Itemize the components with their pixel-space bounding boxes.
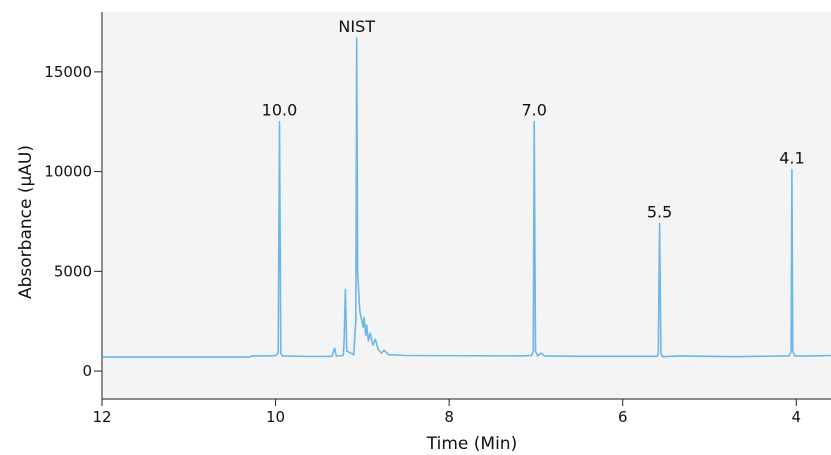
peak-label: 10.0 [262,101,298,120]
peak-label: 4.1 [779,149,804,168]
peak-label: 5.5 [647,202,672,221]
x-tick-label: 10 [266,408,285,426]
x-axis-title: Time (Min) [426,434,517,454]
x-tick-label: 12 [92,408,111,426]
peak-label: 7.0 [521,101,546,120]
y-tick-label: 15000 [44,63,92,81]
peak-label: NIST [338,17,375,36]
x-tick-label: 4 [792,408,802,426]
absorbance-trace [102,37,831,358]
peak-annotations: 10.0 NIST 7.0 5.5 4.1 [262,17,805,222]
y-tick-label: 0 [82,362,92,380]
axis-ticks: 0 5000 10000 15000 12 10 8 6 4 [44,63,801,426]
y-tick-label: 5000 [54,262,92,280]
x-tick-label: 6 [618,408,628,426]
y-axis-title: Absorbance (µAU) [16,145,36,299]
x-tick-label: 8 [444,408,454,426]
plot-area [102,12,831,399]
y-tick-label: 10000 [44,163,92,181]
